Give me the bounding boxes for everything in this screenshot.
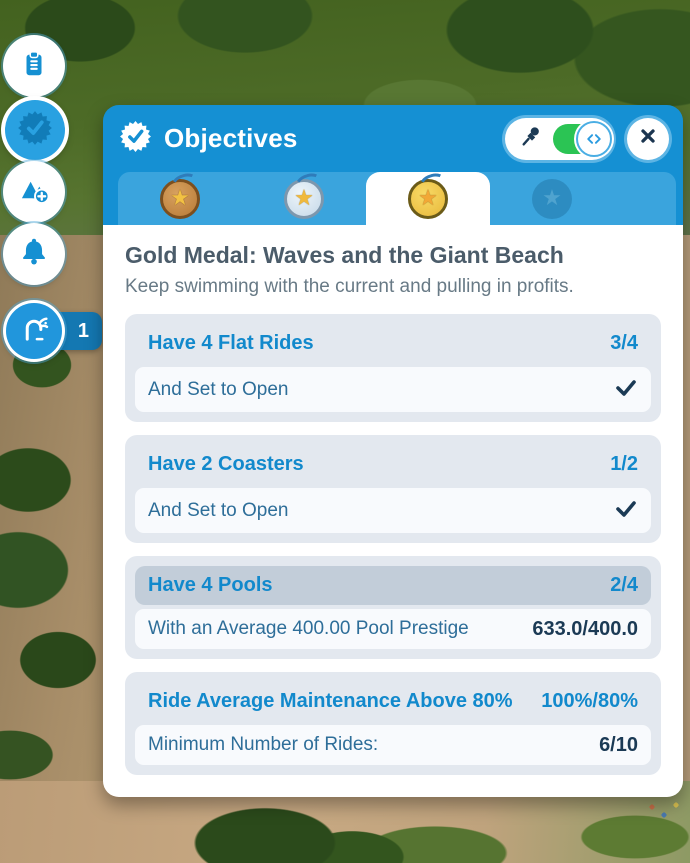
panel-content: Gold Medal: Waves and the Giant Beach Ke…: [103, 225, 683, 797]
objective-subrow: With an Average 400.00 Pool Prestige 633…: [135, 609, 651, 649]
pin-toggle-pill[interactable]: [505, 117, 613, 160]
objective-title: Have 4 Flat Rides: [148, 332, 314, 354]
water-flume-icon: [19, 313, 50, 349]
clipboard-icon: [19, 49, 49, 84]
objective-header: Have 4 Pools 2/4: [135, 566, 651, 605]
bell-icon: [19, 237, 49, 272]
tab-gold-medal[interactable]: ★: [366, 172, 490, 225]
objective-title: Have 4 Pools: [148, 574, 273, 596]
sidebar-button-water-flume[interactable]: [6, 303, 62, 359]
objective-header: Have 2 Coasters 1/2: [135, 445, 651, 484]
bronze-medal-icon: ★: [160, 178, 200, 219]
objective-progress: 2/4: [610, 574, 638, 596]
sidebar-button-notifications[interactable]: [6, 226, 62, 282]
objective-title: Ride Average Maintenance Above 80%: [148, 690, 513, 712]
toggle-knob-icon: [576, 120, 612, 157]
objective-card-coasters[interactable]: Have 2 Coasters 1/2 And Set to Open: [125, 435, 661, 543]
objective-sub-value: 6/10: [599, 733, 638, 756]
sidebar-button-terrain-add[interactable]: [6, 164, 62, 220]
objective-subrow: And Set to Open: [135, 488, 651, 533]
tab-bronze-medal[interactable]: ★: [118, 172, 242, 225]
objective-header: Ride Average Maintenance Above 80% 100%/…: [135, 682, 651, 721]
pushpin-icon: [520, 124, 544, 153]
close-button[interactable]: [627, 117, 669, 160]
panel-header[interactable]: Objectives: [103, 105, 683, 172]
objective-progress: 1/2: [610, 453, 638, 475]
objective-header: Have 4 Flat Rides 3/4: [135, 324, 651, 363]
medal-tab-strip: ★ ★ ★ ★: [118, 172, 676, 225]
mountain-add-icon: [19, 174, 50, 210]
objective-progress: 100%/80%: [541, 690, 638, 712]
silver-medal-icon: ★: [284, 178, 324, 219]
objectives-rosette-icon: [119, 120, 152, 158]
tab-locked-medal[interactable]: ★: [490, 172, 614, 225]
objective-sub-value: 633.0/400.0: [532, 617, 638, 640]
medal-heading: Gold Medal: Waves and the Giant Beach: [125, 242, 564, 268]
objective-card-flat-rides[interactable]: Have 4 Flat Rides 3/4 And Set to Open: [125, 314, 661, 422]
medal-subheading: Keep swimming with the current and pulli…: [125, 276, 574, 297]
objectives-rosette-icon: [17, 110, 53, 151]
objective-title: Have 2 Coasters: [148, 453, 304, 475]
objective-sub-label: And Set to Open: [148, 499, 289, 521]
sidebar-button-clipboard[interactable]: [6, 38, 62, 94]
objective-progress: 3/4: [610, 332, 638, 354]
badge-count-text: 1: [77, 319, 89, 342]
gold-medal-icon: ★: [408, 178, 448, 219]
objective-sub-label: With an Average 400.00 Pool Prestige: [148, 618, 469, 639]
objective-card-pools[interactable]: Have 4 Pools 2/4 With an Average 400.00 …: [125, 556, 661, 659]
sidebar-button-objectives[interactable]: [5, 100, 65, 160]
objective-subrow: Minimum Number of Rides: 6/10: [135, 725, 651, 765]
objectives-list: Have 4 Flat Rides 3/4 And Set to Open Ha…: [125, 314, 661, 775]
close-icon: [638, 126, 658, 151]
tab-silver-medal[interactable]: ★: [242, 172, 366, 225]
objectives-pin-toggle[interactable]: [553, 120, 612, 157]
check-icon: [614, 496, 638, 525]
check-icon: [614, 375, 638, 404]
panel-title: Objectives: [164, 123, 298, 153]
objective-subrow: And Set to Open: [135, 367, 651, 412]
objective-sub-label: Minimum Number of Rides:: [148, 734, 379, 755]
objective-card-maintenance[interactable]: Ride Average Maintenance Above 80% 100%/…: [125, 672, 661, 775]
locked-medal-icon: ★: [532, 178, 572, 219]
objectives-panel: Objectives: [103, 105, 683, 797]
panel-top: Objectives: [103, 105, 683, 225]
objective-sub-label: And Set to Open: [148, 378, 289, 400]
